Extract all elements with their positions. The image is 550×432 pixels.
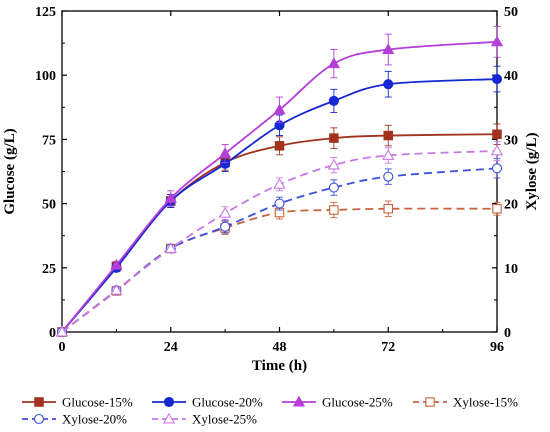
data-point <box>110 258 123 270</box>
y-tick-label: 25 <box>42 262 56 277</box>
y-tick-label: 100 <box>35 69 56 84</box>
data-point <box>327 158 341 170</box>
legend-label: Glucose-15% <box>62 395 133 410</box>
y-axis-title-right: Xylose (g/L) <box>524 133 540 211</box>
legend: Glucose-15% Glucose-20% Glucose-25% Xylose-… <box>22 395 518 427</box>
data-point <box>164 192 177 203</box>
data-point <box>273 178 286 189</box>
data-point <box>55 325 69 337</box>
y-axis-title-left: Glucose (g/L) <box>2 128 18 214</box>
data-point <box>491 163 503 174</box>
data-point <box>383 203 393 214</box>
x-tick-label: 48 <box>273 340 287 355</box>
series-glucose-15- <box>57 123 502 337</box>
data-point <box>382 149 395 160</box>
legend-marker <box>162 412 176 424</box>
data-point <box>274 198 285 209</box>
legend-label: Glucose-20% <box>192 395 263 410</box>
data-point <box>220 221 231 232</box>
data-point <box>490 144 504 156</box>
data-point <box>491 74 503 85</box>
data-point <box>110 283 123 295</box>
legend-item: Glucose-25% <box>282 395 393 410</box>
x-axis-title: Time (h) <box>252 358 307 374</box>
data-point <box>329 205 339 215</box>
legend-label: Glucose-25% <box>322 395 393 410</box>
data-point <box>273 103 286 115</box>
legend-item: Xylose-20% <box>22 412 127 427</box>
legend-label: Xylose-15% <box>453 395 518 410</box>
data-point <box>218 206 232 218</box>
legend-marker <box>163 396 175 408</box>
x-tick-label: 72 <box>381 340 395 355</box>
series-xylose-15- <box>57 200 502 337</box>
legend-marker <box>292 395 306 407</box>
legend-marker <box>425 397 435 407</box>
data-point <box>328 95 339 106</box>
series-xylose-25- <box>55 140 504 337</box>
legend-label: Xylose-20% <box>62 412 127 427</box>
plot-area <box>55 25 504 338</box>
y-tick-label: 75 <box>42 133 56 148</box>
data-point <box>383 130 393 141</box>
legend-item: Xylose-25% <box>152 412 257 427</box>
y-tick-label: 0 <box>49 326 56 341</box>
legend-label: Xylose-25% <box>192 412 257 427</box>
data-point <box>382 43 395 54</box>
data-point <box>328 182 339 193</box>
legend-marker <box>34 397 44 407</box>
y2-tick-label: 0 <box>504 326 511 341</box>
data-point <box>492 203 502 214</box>
y-tick-label: 125 <box>35 5 56 20</box>
data-point <box>274 141 285 151</box>
x-tick-label: 24 <box>164 340 178 355</box>
plot-frame <box>61 10 498 333</box>
y2-tick-label: 30 <box>504 133 518 148</box>
series-line <box>61 133 498 333</box>
data-point <box>490 35 504 47</box>
data-point <box>218 147 232 158</box>
x-tick-label: 96 <box>490 340 504 355</box>
y-tick-label: 50 <box>42 198 56 213</box>
data-point <box>164 242 177 253</box>
y2-tick-label: 20 <box>504 198 518 213</box>
data-point <box>383 79 394 90</box>
data-point <box>383 171 394 182</box>
x-tick-label: 0 <box>59 340 66 355</box>
data-point <box>329 133 339 143</box>
legend-item: Glucose-20% <box>152 395 263 410</box>
legend-item: Glucose-15% <box>22 395 133 410</box>
data-point <box>327 57 341 69</box>
legend-marker <box>33 413 45 425</box>
series-line <box>61 207 498 333</box>
y2-tick-label: 40 <box>504 69 518 84</box>
y2-tick-label: 50 <box>504 5 518 20</box>
data-point <box>492 129 502 140</box>
y2-tick-label: 10 <box>504 262 518 277</box>
legend-item: Xylose-15% <box>413 395 518 410</box>
